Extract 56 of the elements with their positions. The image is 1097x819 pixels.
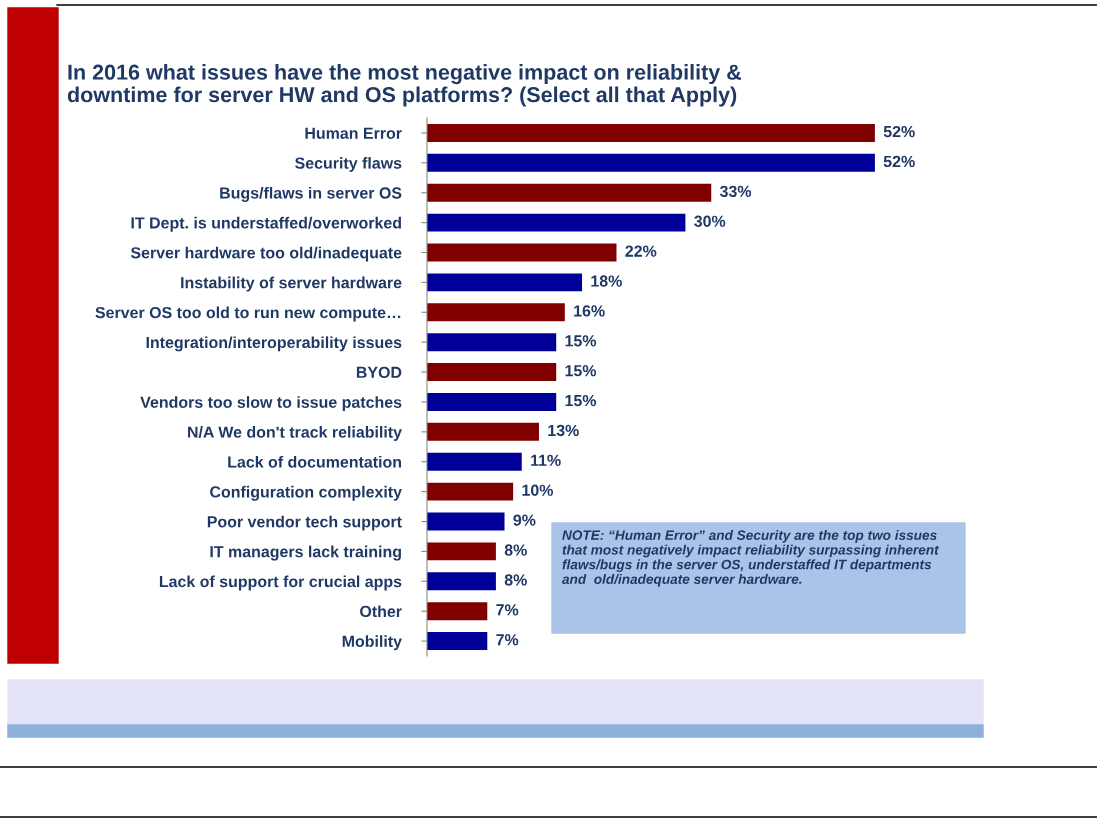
data-label: 15%	[565, 335, 597, 347]
y-tick-label: Bugs/flaws in server OS	[220, 186, 402, 202]
y-tick-label: Mobility	[342, 635, 402, 651]
bar	[427, 243, 617, 262]
bar	[427, 452, 522, 471]
y-tick-label: Other	[360, 605, 402, 618]
bar	[427, 303, 565, 322]
y-tick-label: IT managers lack training	[210, 545, 401, 561]
y-tick-label: Security flaws	[295, 157, 402, 172]
y-tick-label: Lack of support for crucial apps	[159, 575, 402, 591]
bar	[427, 153, 875, 172]
bar	[427, 333, 557, 352]
bar	[427, 482, 514, 501]
bar	[427, 213, 686, 232]
data-label: 11%	[531, 454, 561, 466]
data-label: 10%	[522, 484, 554, 496]
annotation: NOTE: “Human Error” and Security are the top two issues that most negatively impact reliability surpassing inherent flaws/bugs in the server OS, understaffed IT departments and old/inadequate server hardware.	[562, 530, 940, 587]
y-tick-label: Lack of documentation	[228, 455, 402, 468]
y-tick-label: Vendors too slow to issue patches	[140, 396, 402, 412]
data-label: 33%	[719, 185, 752, 198]
data-label: 7%	[496, 604, 519, 616]
y-tick-label: Poor vendor tech support	[207, 515, 402, 531]
data-label: 8%	[504, 574, 527, 586]
y-tick-label: Server OS too old to run new compute…	[95, 306, 401, 322]
data-label: 52%	[883, 125, 915, 138]
chart-title: In 2016 what issues have the most negative impact on reliability & downtime for server HW and OS platforms? (Select all that Apply)	[67, 64, 742, 107]
bar	[427, 183, 712, 202]
data-label: 16%	[574, 305, 605, 317]
bar	[427, 572, 496, 591]
y-tick-label: Configuration complexity	[210, 485, 402, 501]
bar	[427, 123, 875, 142]
data-label: 7%	[496, 634, 519, 646]
data-label: 8%	[504, 544, 527, 556]
bar	[427, 363, 557, 382]
bar	[427, 273, 583, 292]
data-label: 9%	[513, 514, 536, 526]
data-label: 52%	[883, 155, 915, 168]
data-label: 15%	[565, 365, 597, 377]
bar	[427, 422, 539, 441]
bar	[427, 632, 488, 651]
data-label: 13%	[548, 424, 579, 437]
data-label: 15%	[565, 394, 597, 407]
y-tick-label: Server hardware too old/inadequate	[130, 246, 402, 262]
bar	[427, 512, 505, 531]
data-label: 30%	[694, 215, 726, 227]
bar	[427, 602, 488, 621]
bar	[427, 542, 496, 561]
y-tick-label: N/A We don't track reliability	[188, 426, 402, 441]
data-label: 22%	[625, 245, 657, 257]
y-tick-label: Instability of server hardware	[181, 276, 402, 292]
data-label: 18%	[591, 275, 622, 287]
y-tick-label: Human Error	[305, 127, 402, 139]
bar	[427, 392, 557, 411]
y-tick-label: BYOD	[356, 366, 402, 378]
y-tick-label: IT Dept. is understaffed/overworked	[131, 216, 401, 232]
y-tick-label: Integration/interoperability issues	[146, 336, 402, 352]
